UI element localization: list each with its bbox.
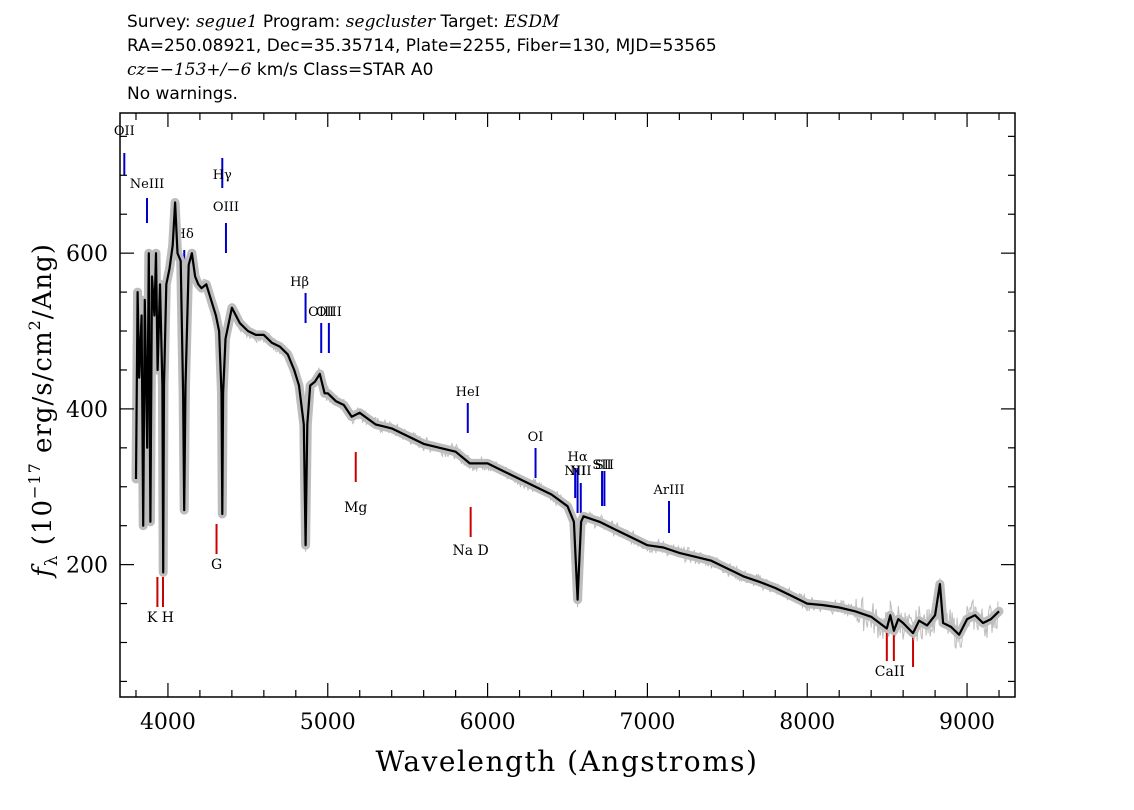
survey-label: Survey: xyxy=(127,12,197,32)
y-tick-label: 200 xyxy=(66,554,108,579)
target-value: ESDM xyxy=(504,12,560,32)
target-label: Target: xyxy=(435,12,505,32)
emission-line-label: Hγ xyxy=(213,168,232,183)
x-tick-label: 4000 xyxy=(140,710,196,735)
emission-line-label: NII xyxy=(564,464,586,479)
emission-line-label: NeIII xyxy=(130,177,164,192)
tick-labels: 4000 5000 6000 7000 8000 9000 200 400 600 xyxy=(66,242,995,735)
error-band xyxy=(131,198,1004,640)
absorption-line-label: G xyxy=(211,557,222,573)
x-tick-label: 9000 xyxy=(939,710,995,735)
emission-line-label: Hα xyxy=(568,450,588,465)
plot-frame xyxy=(119,112,1016,698)
spectrum-line xyxy=(134,201,1000,636)
y-tick-label: 600 xyxy=(66,242,108,267)
x-tick-label: 8000 xyxy=(779,710,835,735)
header-line-4: No warnings. xyxy=(127,84,238,104)
emission-line-label: SII xyxy=(595,458,614,473)
emission-line-label: OII xyxy=(114,124,135,139)
y-axis-title: fλ (10−17 erg/s/cm2/Ang) xyxy=(25,243,62,579)
spectrum-header: Survey: segue1 Program: segcluster Targe… xyxy=(127,10,717,106)
x-axis-title: Wavelength (Angstroms) xyxy=(376,745,759,778)
emission-line-label: ArIII xyxy=(652,483,684,498)
axes xyxy=(119,112,1016,698)
y-tick-label: 400 xyxy=(66,398,108,423)
emission-line-label: NII xyxy=(570,464,592,479)
error-noise xyxy=(135,206,999,650)
x-tick-label: 7000 xyxy=(619,710,675,735)
header-line-2: RA=250.08921, Dec=35.35714, Plate=2255, … xyxy=(127,36,717,56)
absorption-line-label: CaII xyxy=(875,664,905,680)
x-tick-label: 6000 xyxy=(460,710,516,735)
emission-line-label: OIII xyxy=(308,305,334,320)
program-value: segcluster xyxy=(345,12,436,32)
absorption-line-label: Mg xyxy=(344,500,367,516)
program-label: Program: xyxy=(257,12,346,32)
cz-label: cz xyxy=(127,60,146,80)
class-text: km/s Class=STAR A0 xyxy=(251,60,434,80)
header-line-3: cz=−153+/−6 km/s Class=STAR A0 xyxy=(127,58,717,82)
emission-line-label: OIII xyxy=(213,200,239,215)
emission-line-label: Hβ xyxy=(290,275,309,290)
absorption-line-label: Na D xyxy=(453,543,489,559)
cz-equals: = xyxy=(145,60,160,80)
header-line-1: Survey: segue1 Program: segcluster Targe… xyxy=(127,10,717,34)
absorption-line-label: K H xyxy=(147,610,174,626)
velocity-value: −153+/−6 xyxy=(159,60,252,80)
emission-line-label: OIII xyxy=(316,305,342,320)
x-tick-label: 5000 xyxy=(300,710,356,735)
survey-value: segue1 xyxy=(196,12,258,32)
emission-line-label: HeI xyxy=(456,385,480,400)
emission-line-label: SII xyxy=(592,458,611,473)
emission-line-label: OI xyxy=(528,430,544,445)
